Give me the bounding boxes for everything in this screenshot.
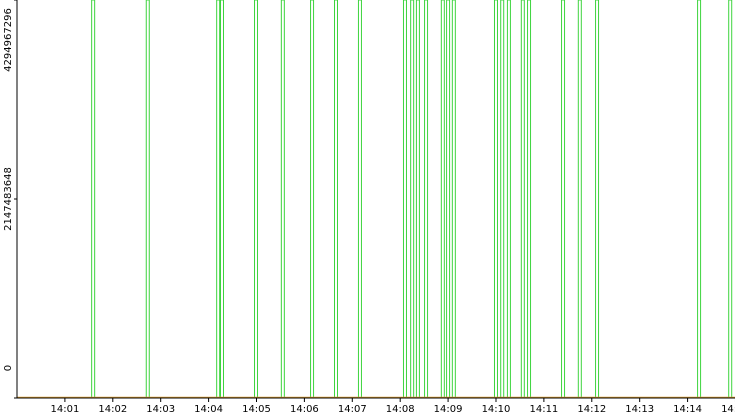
x-tick-label: 14:04 — [194, 404, 223, 415]
x-tick-label: 14:11 — [529, 404, 558, 415]
spike — [595, 0, 600, 398]
spike — [220, 0, 225, 398]
spike — [402, 0, 407, 398]
spike — [145, 0, 150, 398]
x-tick-label: 14:08 — [386, 404, 415, 415]
x-tick-label: 14:07 — [338, 404, 367, 415]
spike — [561, 0, 566, 398]
spike — [728, 0, 733, 398]
x-tick-label: 14:10 — [482, 404, 511, 415]
spike — [500, 0, 505, 398]
x-tick-label: 14:06 — [290, 404, 319, 415]
x-tick-label: 14:03 — [146, 404, 175, 415]
y-tick-label: 4294967296 — [3, 8, 14, 72]
spike — [424, 0, 429, 398]
x-tick-label: 14:01 — [50, 404, 79, 415]
spike — [415, 0, 420, 398]
spike — [91, 0, 96, 398]
spike — [216, 0, 221, 398]
spike — [577, 0, 582, 398]
spike — [410, 0, 415, 398]
spike — [520, 0, 525, 398]
spike — [446, 0, 451, 398]
x-tick-label: 14:02 — [98, 404, 127, 415]
spike — [440, 0, 445, 398]
spike — [254, 0, 259, 398]
x-tick-label: 14:13 — [625, 404, 654, 415]
spike — [527, 0, 532, 398]
spike — [506, 0, 511, 398]
y-tick-label: 0 — [3, 365, 14, 371]
x-tick-label: 14:15 — [721, 404, 735, 415]
spike — [310, 0, 315, 398]
x-tick-label: 14:05 — [242, 404, 271, 415]
x-tick-label: 14:14 — [673, 404, 702, 415]
spike — [493, 0, 498, 398]
x-tick-label: 14:12 — [577, 404, 606, 415]
y-tick-label: 2147483648 — [3, 167, 14, 231]
spike — [451, 0, 456, 398]
spike — [334, 0, 339, 398]
spike — [697, 0, 702, 398]
spike — [280, 0, 285, 398]
spike — [357, 0, 362, 398]
x-tick-label: 14:09 — [434, 404, 463, 415]
